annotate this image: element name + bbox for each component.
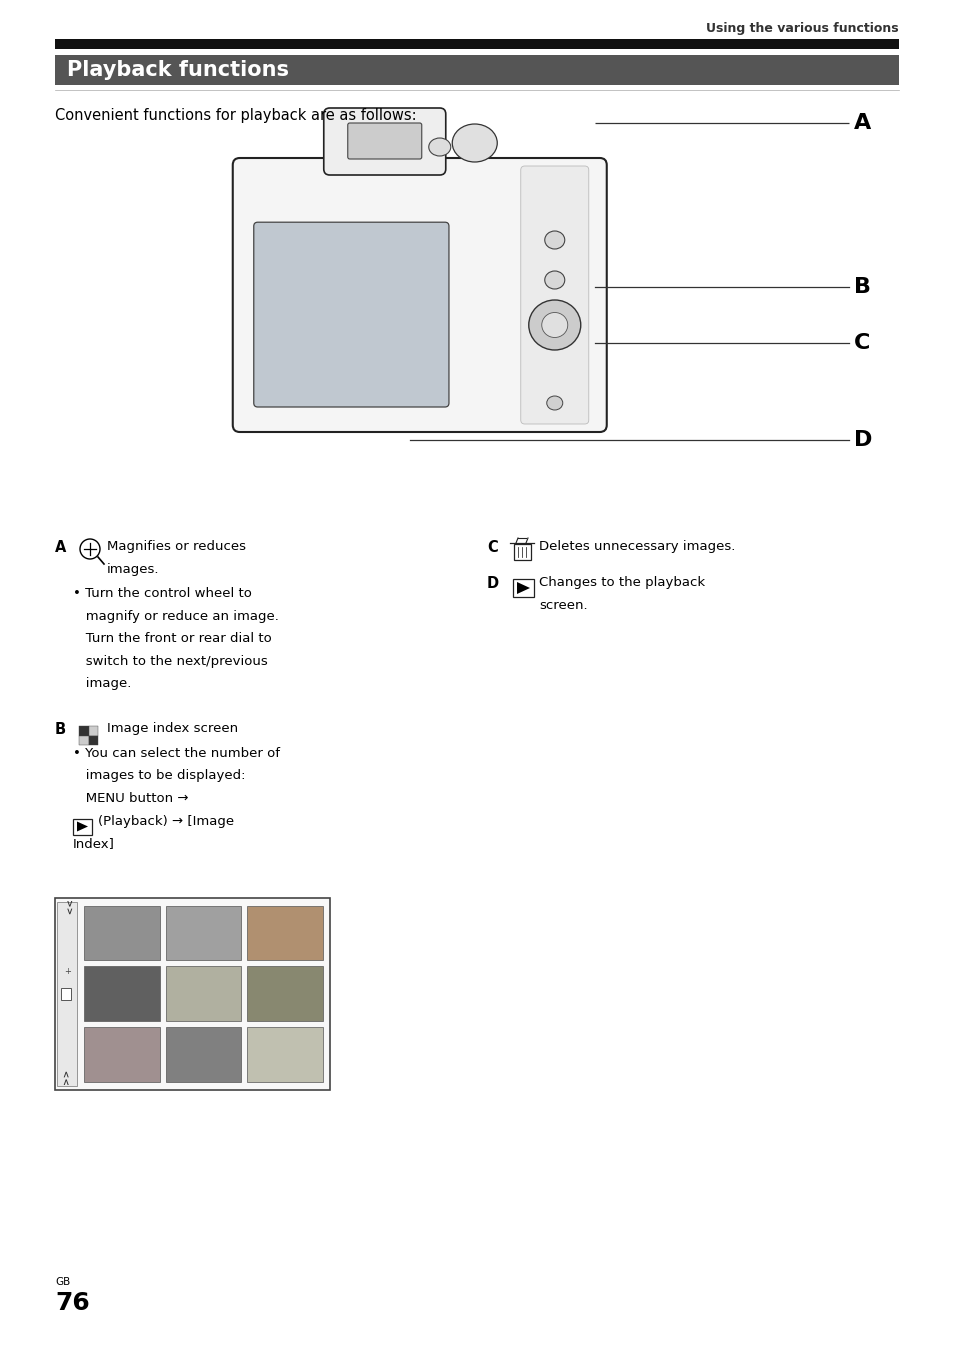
Text: +: + bbox=[65, 967, 71, 976]
Text: screen.: screen. bbox=[538, 599, 587, 612]
Text: Index]: Index] bbox=[73, 837, 114, 850]
Bar bbox=[247, 905, 323, 960]
Bar bbox=[55, 55, 898, 85]
Text: A: A bbox=[55, 539, 67, 555]
Text: Deletes unnecessary images.: Deletes unnecessary images. bbox=[538, 539, 735, 553]
FancyBboxPatch shape bbox=[253, 222, 449, 408]
Bar bbox=[79, 736, 89, 745]
Bar bbox=[55, 897, 330, 1089]
Text: D: D bbox=[853, 430, 871, 451]
FancyBboxPatch shape bbox=[323, 108, 445, 175]
Ellipse shape bbox=[452, 124, 497, 161]
Bar bbox=[514, 543, 531, 560]
Bar bbox=[247, 967, 323, 1021]
Text: Magnifies or reduces: Magnifies or reduces bbox=[107, 539, 246, 553]
Text: Turn the front or rear dial to: Turn the front or rear dial to bbox=[73, 632, 272, 646]
FancyBboxPatch shape bbox=[348, 122, 421, 159]
Bar bbox=[166, 1028, 241, 1081]
Bar bbox=[247, 1028, 323, 1081]
Ellipse shape bbox=[544, 231, 564, 249]
Bar bbox=[55, 39, 898, 48]
Text: Playback functions: Playback functions bbox=[67, 61, 289, 79]
Text: >>: >> bbox=[63, 900, 71, 916]
Bar bbox=[57, 901, 77, 1085]
Bar bbox=[166, 905, 241, 960]
Bar bbox=[61, 987, 71, 999]
Ellipse shape bbox=[546, 395, 562, 410]
Text: 76: 76 bbox=[55, 1291, 90, 1315]
Bar bbox=[84, 967, 159, 1021]
Text: Changes to the playback: Changes to the playback bbox=[538, 576, 704, 589]
Polygon shape bbox=[517, 582, 530, 594]
Text: MENU button →: MENU button → bbox=[73, 792, 189, 806]
Bar bbox=[84, 1028, 159, 1081]
Bar bbox=[84, 905, 159, 960]
Text: B: B bbox=[853, 277, 870, 297]
Ellipse shape bbox=[544, 270, 564, 289]
Text: A: A bbox=[853, 113, 870, 133]
Text: • You can select the number of: • You can select the number of bbox=[73, 746, 280, 760]
Text: C: C bbox=[486, 539, 497, 555]
Bar bbox=[89, 726, 98, 736]
Bar bbox=[166, 967, 241, 1021]
Text: GB: GB bbox=[55, 1276, 71, 1287]
Text: (Playback) → [Image: (Playback) → [Image bbox=[98, 815, 233, 827]
Text: switch to the next/previous: switch to the next/previous bbox=[73, 655, 268, 667]
Text: images to be displayed:: images to be displayed: bbox=[73, 769, 245, 783]
Text: images.: images. bbox=[107, 562, 159, 576]
Text: magnify or reduce an image.: magnify or reduce an image. bbox=[73, 609, 278, 623]
Text: Image index screen: Image index screen bbox=[107, 722, 238, 736]
Text: image.: image. bbox=[73, 678, 132, 690]
Ellipse shape bbox=[528, 300, 580, 350]
FancyBboxPatch shape bbox=[520, 165, 588, 424]
Text: Using the various functions: Using the various functions bbox=[705, 22, 898, 35]
Ellipse shape bbox=[541, 312, 567, 338]
Text: D: D bbox=[486, 576, 498, 590]
Text: >>: >> bbox=[63, 1069, 71, 1084]
Ellipse shape bbox=[428, 139, 450, 156]
Bar bbox=[89, 736, 98, 745]
Bar bbox=[79, 726, 89, 736]
Bar bbox=[513, 578, 534, 597]
Text: • Turn the control wheel to: • Turn the control wheel to bbox=[73, 588, 252, 600]
Text: B: B bbox=[55, 722, 66, 737]
FancyBboxPatch shape bbox=[233, 157, 606, 432]
Text: Convenient functions for playback are as follows:: Convenient functions for playback are as… bbox=[55, 108, 416, 122]
Text: C: C bbox=[853, 334, 869, 352]
Bar bbox=[73, 819, 91, 834]
Polygon shape bbox=[77, 822, 88, 831]
